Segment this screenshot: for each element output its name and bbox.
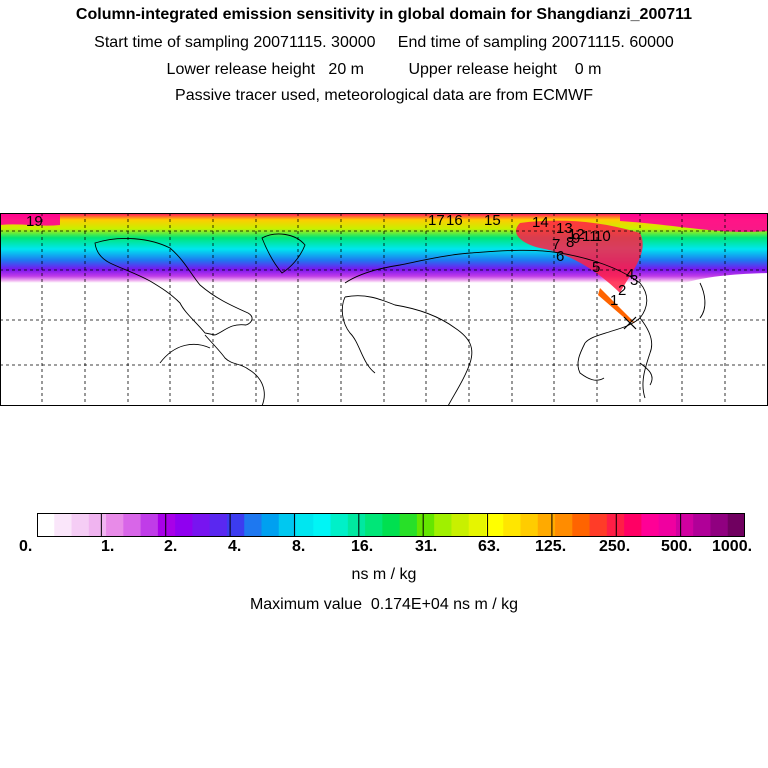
label-3: 3 [630,272,638,289]
colorbar-cell [330,513,349,537]
colorbar-cells [37,513,745,537]
colorbar-cell [555,513,573,537]
colorbar-tick-label: 63. [478,538,501,555]
colorbar-cell [278,513,297,537]
label-2: 2 [618,282,626,299]
label-4: 4 [626,266,634,283]
colorbar-cell [244,513,263,537]
colorbar-tick-label: 1000. [712,538,753,555]
label-17: 17 [428,213,445,229]
colorbar-cell [641,513,660,537]
colorbar-cell [175,513,194,537]
colorbar-cell [123,513,142,537]
colorbar-cell [520,513,539,537]
colorbar-cell [37,513,55,537]
colorbar-cell [296,513,314,537]
label-9: 9 [572,230,580,247]
colorbar-cell [226,513,245,537]
colorbar-cell [209,513,228,537]
colorbar-cell [106,513,124,537]
label-5: 5 [592,259,600,276]
colorbar-cell [382,513,401,537]
plot-title: Column-integrated emission sensitivity i… [75,6,693,23]
label-8: 8 [566,234,574,251]
colorbar-cell [468,513,487,537]
colorbar-tick-label: 250. [599,538,631,555]
label-14: 14 [532,214,549,231]
colorbar-cell [485,513,504,537]
colorbar-tick-label: 16. [351,538,374,555]
maximum-value-label: Maximum value 0.174E+04 ns m / kg [249,596,519,613]
colorbar-cell [88,513,107,537]
label-1: 1 [610,292,618,309]
colorbar-cell [658,513,677,537]
emission-sensitivity-map: 19 17 16 15 14 13 12 11 10 9 8 7 6 5 4 3… [0,213,768,406]
label-7: 7 [552,236,560,253]
label-13: 13 [556,220,573,237]
colorbar-tick-label: 31. [415,538,438,555]
colorbar-cell [624,513,642,537]
release-site-marker-b [623,316,637,330]
colorbar-cell [503,513,522,537]
colorbar-tick-label: 1. [101,538,115,555]
label-12: 12 [568,226,585,243]
colorbar-cell [537,513,556,537]
label-16: 16 [446,213,463,229]
colorbar-cell [157,513,176,537]
colorbar-cell [727,513,745,537]
release-height-line: Lower release height 20 m Upper release … [166,61,602,78]
label-10: 10 [594,228,611,245]
colorbar-cell [589,513,608,537]
colorbar-tick-label: 4. [228,538,242,555]
colorbar-cell [365,513,383,537]
colorbar-tick-label: 125. [535,538,567,555]
colorbar-dividers [100,513,682,537]
colorbar-cell [572,513,591,537]
colorbar-tick-label: 2. [164,538,178,555]
trajectory-labels: 19 17 16 15 14 13 12 11 10 9 8 7 6 5 4 3… [26,213,638,309]
colorbar-cell [347,513,366,537]
label-11: 11 [582,228,598,245]
colorbar-tick-label: 0. [19,538,33,555]
colorbar-cell [434,513,453,537]
label-15: 15 [484,213,501,229]
colorbar-frame [37,513,745,537]
colorbar-cell [710,513,729,537]
colorbar-cell [399,513,418,537]
colorbar-cell [54,513,73,537]
sampling-time-line: Start time of sampling 20071115. 30000 E… [94,34,674,51]
graticule [0,213,768,406]
tracer-info-line: Passive tracer used, meteorological data… [175,87,593,104]
colorbar-cell [261,513,280,537]
colorbar-cell [451,513,470,537]
coastlines [94,233,706,406]
label-6: 6 [556,248,564,265]
colorbar-cell [693,513,712,537]
colorbar-cell [192,513,211,537]
colorbar-cell [71,513,90,537]
colorbar-cell [140,513,159,537]
colorbar-tick-label: 500. [661,538,693,555]
label-19: 19 [26,213,43,230]
colorbar-cell [416,513,435,537]
colorbar-unit-label: ns m / kg [351,566,417,583]
colorbar [37,513,745,537]
colorbar-tick-label: 8. [292,538,306,555]
colorbar-cell [313,513,332,537]
colorbar-cell [675,513,694,537]
